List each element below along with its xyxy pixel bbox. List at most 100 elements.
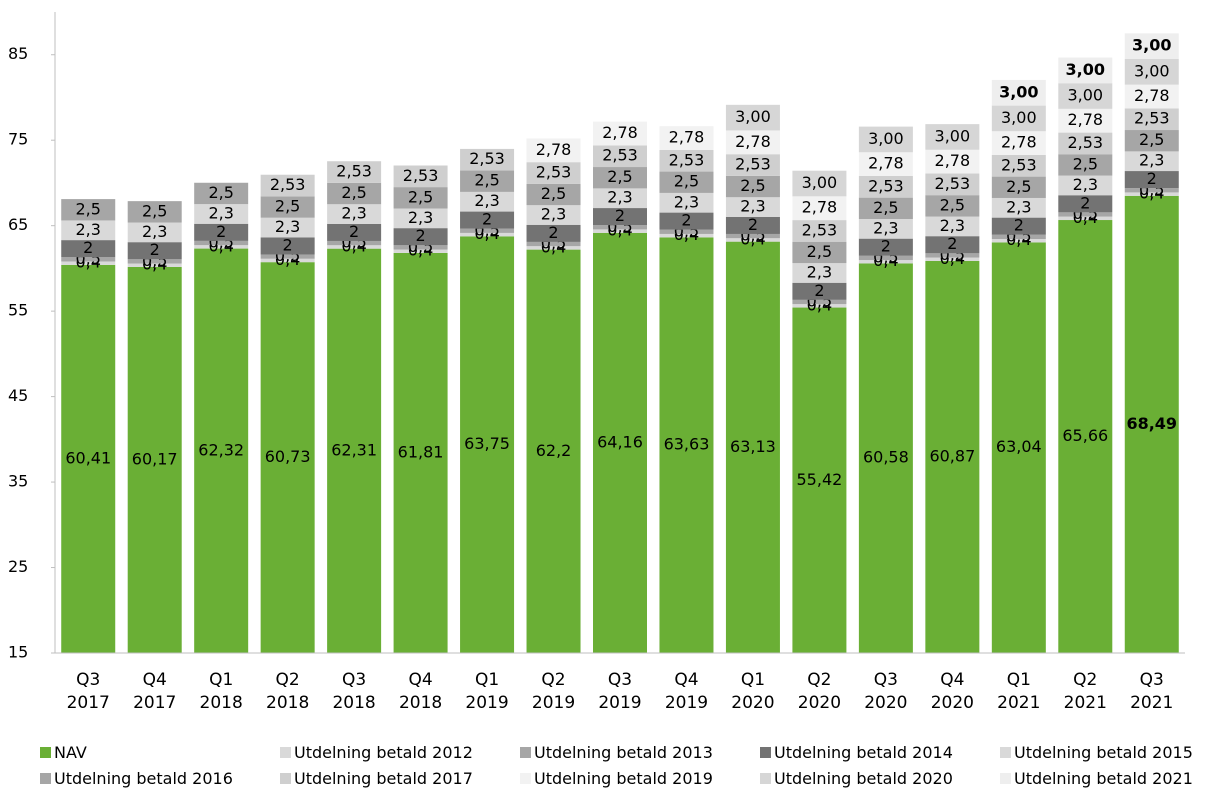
legend-item: Utdelning betald 2017	[280, 769, 473, 788]
data-label: 2,3	[674, 192, 699, 211]
bar-segment	[858, 219, 913, 239]
data-label: 2,3	[740, 197, 765, 216]
bar-segment	[526, 246, 581, 250]
bar-segment	[127, 242, 182, 260]
bar-segment	[593, 121, 647, 146]
x-tick-label: Q2 2020	[797, 670, 842, 713]
bar-segment	[659, 171, 714, 193]
bar-segment	[925, 260, 980, 653]
legend-swatch	[1000, 747, 1011, 758]
data-label: 3,00	[1001, 108, 1037, 127]
bar-segment	[725, 104, 780, 131]
x-tick-label: Q3 2019	[598, 670, 642, 713]
data-label: 2,3	[1006, 197, 1031, 216]
bar-segment	[526, 183, 581, 206]
data-label: 2	[881, 237, 891, 256]
y-tick-label: 55	[8, 301, 28, 320]
data-label: 2,5	[940, 195, 965, 214]
data-label: 2,78	[802, 198, 838, 217]
data-label: 2	[216, 222, 226, 241]
y-tick-label: 85	[8, 44, 28, 63]
bar-segment	[327, 204, 382, 224]
legend-swatch	[760, 747, 771, 758]
bar-segment	[61, 257, 116, 262]
data-label: 2,78	[868, 154, 904, 173]
data-label: 2	[681, 211, 691, 230]
bar-segment	[327, 182, 382, 205]
data-label: 2,3	[940, 216, 965, 235]
legend-label: Utdelning betald 2013	[534, 743, 713, 762]
bar-segment	[127, 263, 182, 267]
data-label: 2,78	[1134, 86, 1170, 105]
data-label: 2,53	[1067, 133, 1103, 152]
data-label: 2,3	[1139, 151, 1164, 170]
data-label: 3,00	[802, 173, 838, 192]
data-label: 2,3	[1073, 175, 1098, 194]
legend-item: Utdelning betald 2019	[520, 769, 713, 788]
data-label: 3,00	[999, 82, 1038, 101]
bar-segment	[925, 253, 980, 258]
bar-segment	[792, 220, 847, 242]
bar-segment	[991, 105, 1046, 132]
data-label: 2,3	[142, 222, 167, 241]
x-tick-label: Q1 2020	[731, 670, 775, 713]
x-tick-label: Q1 2021	[997, 670, 1041, 713]
bar-segment	[1124, 151, 1179, 172]
bar-segment	[1124, 108, 1179, 131]
data-label: 2	[1147, 169, 1157, 188]
bar-segment	[593, 145, 647, 168]
bar-segment	[1124, 59, 1179, 85]
data-label: 2,3	[408, 208, 433, 227]
bar-segment	[659, 212, 714, 230]
bar-segment	[1124, 33, 1179, 60]
legend-label: Utdelning betald 2012	[294, 743, 473, 762]
data-label: 68,49	[1126, 414, 1177, 433]
data-label: 60,17	[132, 449, 178, 468]
data-label: 2	[349, 222, 359, 241]
data-label: 2,53	[1001, 155, 1037, 174]
data-label: 3,00	[1132, 36, 1171, 55]
data-label: 2,5	[208, 183, 233, 202]
bar-segment	[393, 187, 448, 209]
bar-segment	[593, 232, 647, 653]
bar-segment	[991, 154, 1046, 177]
data-label: 2	[947, 234, 957, 253]
bar-segment	[260, 217, 315, 238]
legend-label: NAV	[54, 743, 87, 762]
data-label: 3,00	[1134, 61, 1170, 80]
data-label: 2,5	[674, 172, 699, 191]
bar-segment	[991, 217, 1046, 235]
bar-segment	[526, 249, 581, 653]
legend-label: Utdelning betald 2015	[1014, 743, 1193, 762]
data-label: 2,53	[868, 176, 904, 195]
data-label: 2,5	[1139, 130, 1164, 149]
bar-segment	[460, 232, 515, 237]
data-label: 2,78	[735, 132, 771, 151]
legend-item: NAV	[40, 743, 87, 762]
data-label: 2,53	[336, 162, 372, 181]
bar-segment	[593, 229, 647, 233]
data-label: 2,3	[76, 220, 101, 239]
data-label: 62,32	[198, 440, 244, 459]
bar-segment	[260, 254, 315, 259]
bar-segment	[460, 228, 515, 233]
bar-segment	[260, 237, 315, 255]
bar-segment	[1124, 195, 1179, 653]
legend-label: Utdelning betald 2014	[774, 743, 953, 762]
bar-segment	[659, 149, 714, 172]
bar-segment	[792, 304, 847, 308]
data-label: 2,5	[607, 167, 632, 186]
data-label: 2,5	[275, 197, 300, 216]
data-label: 63,63	[664, 435, 710, 454]
bar-segment	[858, 197, 913, 220]
bar-segment	[526, 138, 581, 163]
bar-segment	[194, 248, 249, 654]
bar-segment	[393, 165, 448, 188]
legend-label: Utdelning betald 2021	[1014, 769, 1193, 788]
bar-segment	[460, 170, 515, 192]
bar-segment	[393, 252, 448, 653]
data-label: 2,3	[341, 204, 366, 223]
legend-swatch	[520, 747, 531, 758]
bar-segment	[61, 261, 116, 265]
bar-segment	[194, 223, 249, 241]
